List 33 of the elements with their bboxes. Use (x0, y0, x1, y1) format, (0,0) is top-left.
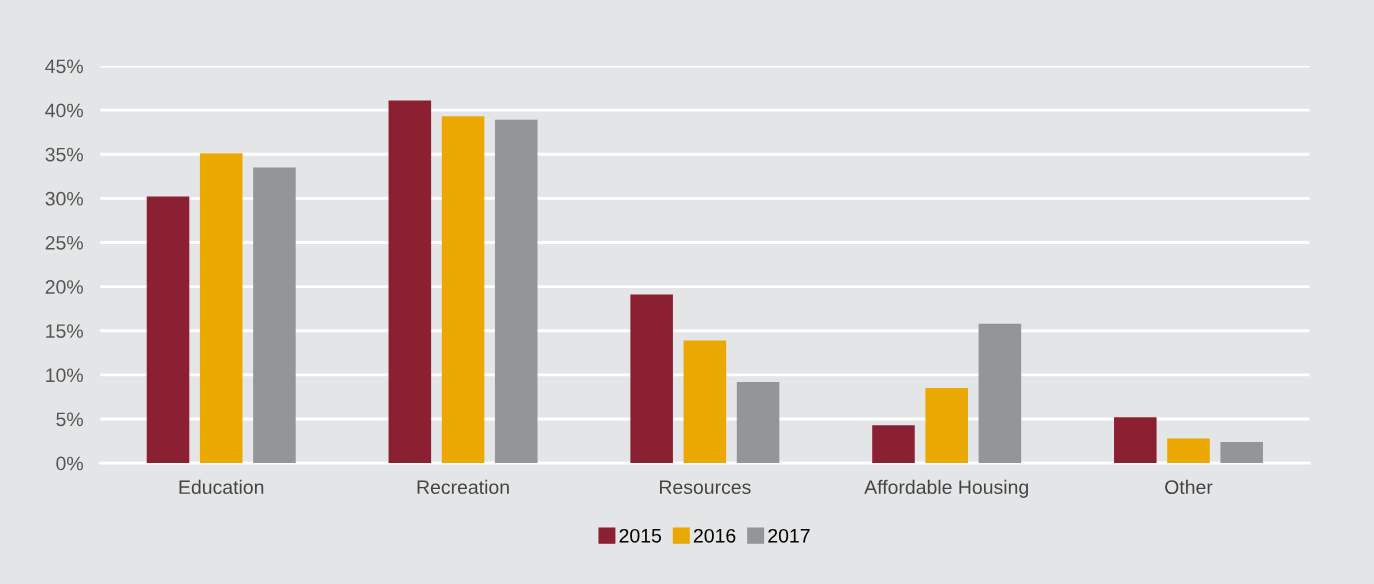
y-tick-label: 35% (45, 147, 83, 162)
y-tick-label: 0% (56, 456, 83, 471)
bar (199, 153, 243, 464)
legend-label: 2015 (619, 528, 662, 543)
bar (146, 196, 190, 464)
x-tick-label: Affordable Housing (864, 479, 1028, 498)
bar (441, 116, 485, 464)
x-tick-label: Education (179, 479, 264, 495)
bar (494, 119, 538, 464)
y-tick-label: 20% (45, 280, 83, 294)
legend-label: 2017 (768, 528, 810, 543)
bar (925, 388, 968, 464)
y-tick-label: 15% (46, 324, 83, 338)
bar (1220, 441, 1263, 464)
y-tick-label: 30% (45, 191, 83, 206)
bar (872, 425, 915, 464)
bar (253, 167, 296, 464)
y-tick-label: 25% (45, 235, 83, 250)
bar (1114, 417, 1157, 464)
bar (736, 381, 780, 464)
bar (1167, 438, 1210, 464)
bar (683, 340, 727, 464)
y-tick-label: 5% (56, 412, 83, 427)
bar (388, 100, 432, 464)
y-tick-label: 45% (45, 59, 83, 74)
x-tick-label: Other (1165, 479, 1213, 495)
y-tick-label: 10% (46, 368, 83, 383)
x-tick-label: Recreation (417, 479, 509, 495)
bar (630, 294, 673, 464)
bar (978, 323, 1022, 464)
legend-label: 2016 (693, 528, 736, 543)
y-tick-label: 40% (45, 103, 83, 118)
x-tick-label: Resources (659, 480, 751, 495)
